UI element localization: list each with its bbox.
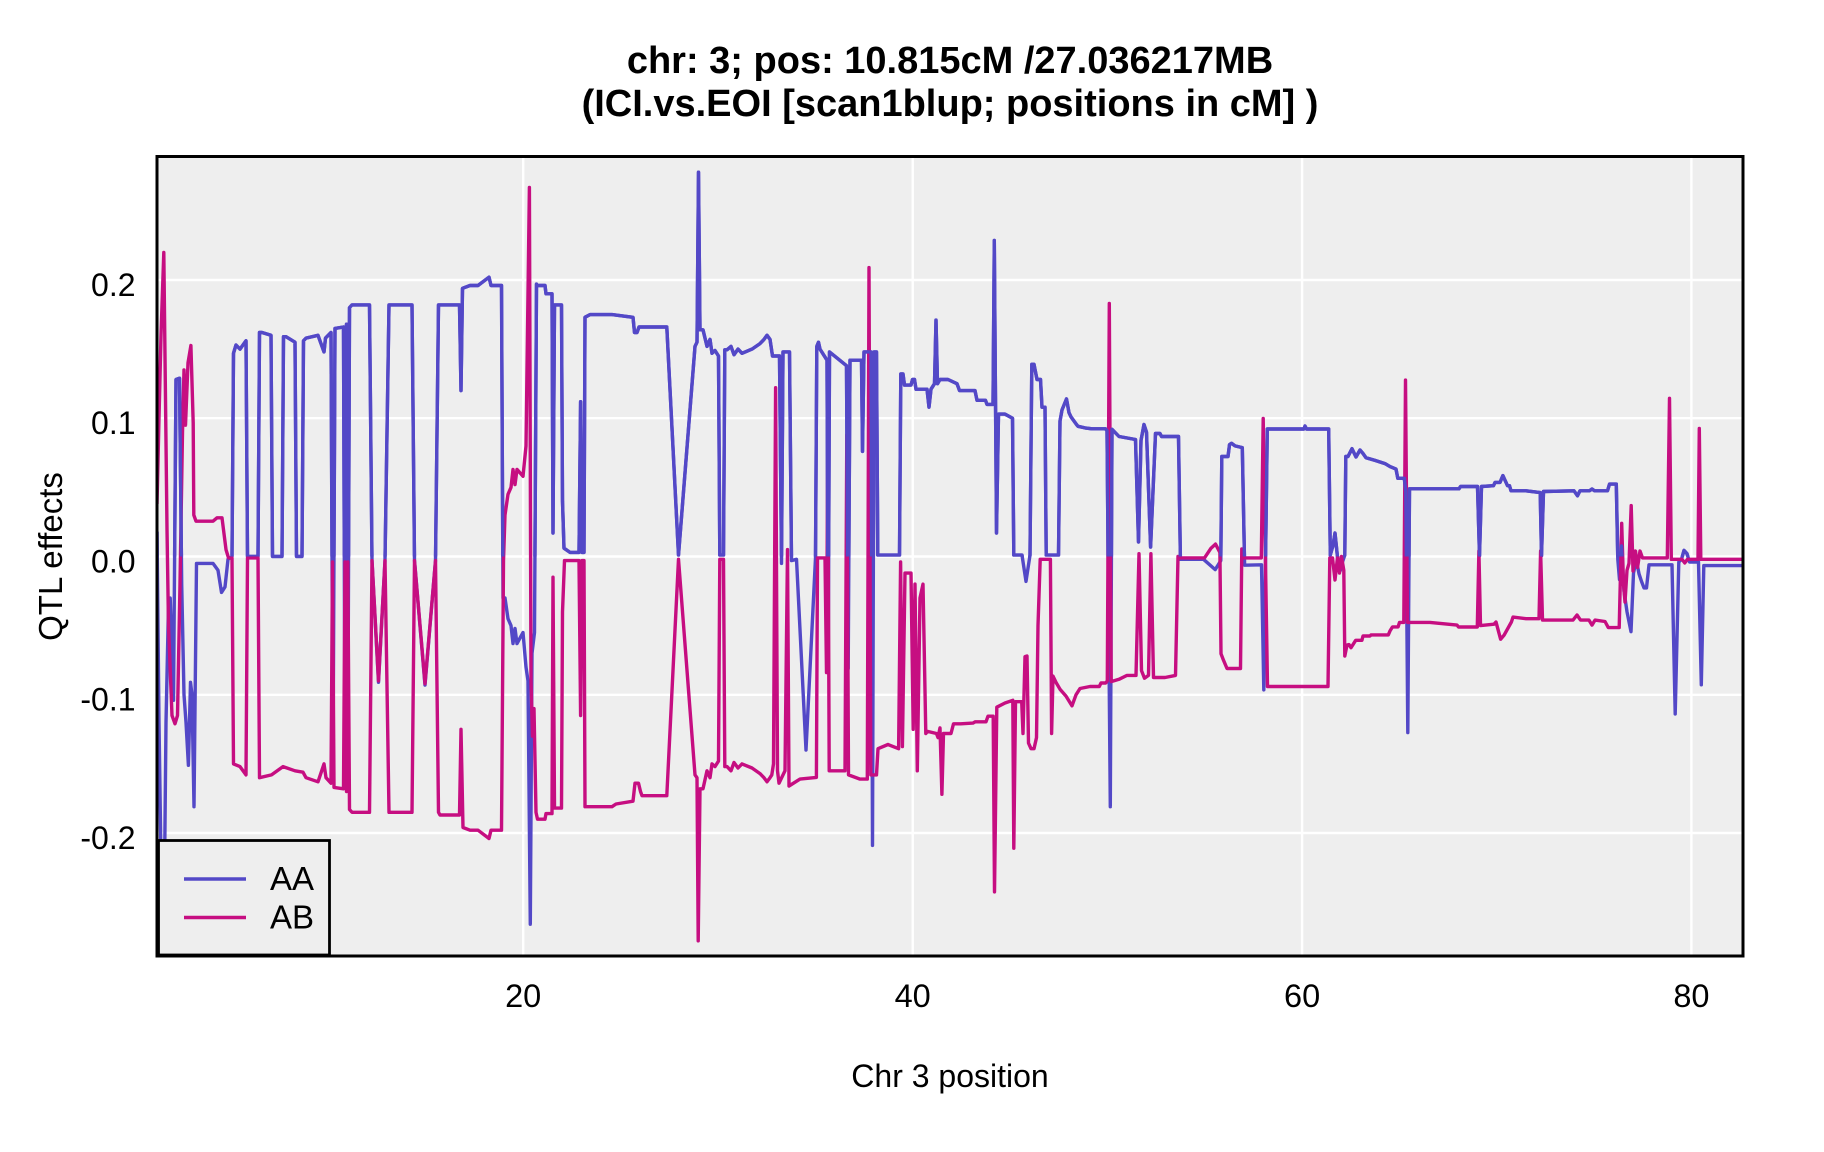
svg-text:AA: AA: [270, 860, 314, 897]
svg-text:AB: AB: [270, 899, 314, 936]
svg-text:chr: 3; pos: 10.815cM /27.0362: chr: 3; pos: 10.815cM /27.036217MB: [627, 40, 1273, 82]
svg-text:-0.1: -0.1: [80, 682, 135, 718]
svg-text:Chr 3 position: Chr 3 position: [851, 1058, 1048, 1094]
svg-text:(ICI.vs.EOI [scan1blup; positi: (ICI.vs.EOI [scan1blup; positions in cM]…: [582, 83, 1319, 125]
svg-text:80: 80: [1673, 978, 1709, 1014]
svg-text:0.0: 0.0: [91, 544, 135, 580]
svg-text:0.2: 0.2: [91, 267, 135, 303]
svg-text:0.1: 0.1: [91, 405, 135, 441]
svg-text:40: 40: [895, 978, 931, 1014]
svg-text:-0.2: -0.2: [80, 820, 135, 856]
svg-text:QTL effects: QTL effects: [32, 472, 69, 641]
svg-text:60: 60: [1284, 978, 1320, 1014]
svg-text:20: 20: [505, 978, 541, 1014]
